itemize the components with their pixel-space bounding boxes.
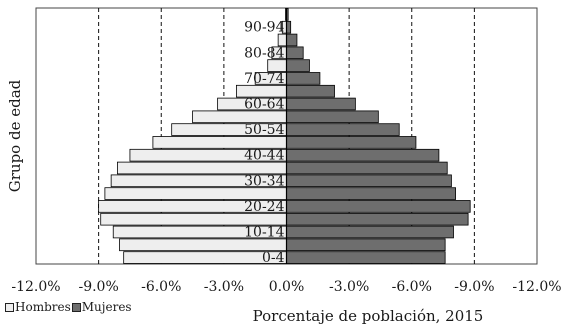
bar-hombres-85-89 — [278, 34, 286, 46]
x-tick-label: -12.0% — [11, 279, 60, 295]
category-label-40-44: 40-44 — [244, 148, 284, 164]
legend: Hombres Mujeres — [5, 300, 133, 314]
category-label-20-24: 20-24 — [244, 199, 284, 215]
y-axis-title: Grupo de edad — [6, 79, 24, 192]
bar-hombres-45-49 — [153, 137, 287, 149]
legend-label-mujeres: Mujeres — [82, 300, 132, 314]
x-tick-label: -3.0% — [204, 279, 244, 295]
category-label-60-64: 60-64 — [244, 97, 284, 113]
bar-mujeres-0-4 — [287, 252, 446, 264]
bar-mujeres-50-54 — [287, 124, 400, 136]
bar-mujeres-25-29 — [287, 188, 456, 200]
bar-mujeres-80-84 — [287, 47, 304, 59]
bar-mujeres-35-39 — [287, 162, 448, 174]
bar-mujeres-90-94 — [287, 21, 291, 33]
x-tick-label: -6.0% — [141, 279, 181, 295]
bar-mujeres-15-19 — [287, 213, 469, 225]
bar-mujeres-75-79 — [287, 60, 310, 72]
legend-swatch-hombres — [5, 303, 14, 312]
category-label-80-84: 80-84 — [244, 45, 284, 61]
legend-label-hombres: Hombres — [15, 300, 71, 314]
bar-mujeres-70-74 — [287, 73, 320, 85]
bar-mujeres-45-49 — [287, 137, 416, 149]
bar-mujeres-10-14 — [287, 226, 454, 238]
legend-item-mujeres: Mujeres — [72, 300, 132, 314]
legend-swatch-mujeres — [72, 303, 81, 312]
x-axis-title: Porcentaje de población, 2015 — [253, 307, 484, 325]
x-tick-label: 0.0% — [269, 279, 305, 295]
x-tick-label: -6.0% — [392, 279, 432, 295]
category-label-10-14: 10-14 — [244, 225, 284, 241]
bar-mujeres-40-44 — [287, 149, 439, 161]
bar-hombres-35-39 — [117, 162, 286, 174]
x-tick-label: -12.0% — [512, 279, 561, 295]
bar-mujeres-65-69 — [287, 85, 335, 97]
bar-hombres-65-69 — [236, 85, 286, 97]
bar-mujeres-30-34 — [287, 175, 452, 187]
x-tick-label: -9.0% — [78, 279, 118, 295]
category-label-30-34: 30-34 — [244, 173, 284, 189]
bar-mujeres-85-89 — [287, 34, 297, 46]
x-tick-label: -9.0% — [454, 279, 494, 295]
category-label-70-74: 70-74 — [244, 71, 284, 87]
x-tick-label: -3.0% — [329, 279, 369, 295]
bar-mujeres-5-9 — [287, 239, 446, 251]
bar-mujeres-60-64 — [287, 98, 356, 110]
category-label-90-94: 90-94 — [244, 20, 284, 36]
bar-mujeres-55-59 — [287, 111, 379, 123]
category-label-0-4: 0-4 — [262, 250, 285, 266]
category-label-50-54: 50-54 — [244, 122, 284, 138]
bar-hombres-55-59 — [193, 111, 287, 123]
bar-mujeres-20-24 — [287, 201, 471, 213]
bar-hombres-5-9 — [120, 239, 287, 251]
legend-item-hombres: Hombres — [5, 300, 71, 314]
bar-hombres-15-19 — [101, 213, 287, 225]
bar-hombres-25-29 — [105, 188, 287, 200]
bar-hombres-75-79 — [268, 60, 287, 72]
